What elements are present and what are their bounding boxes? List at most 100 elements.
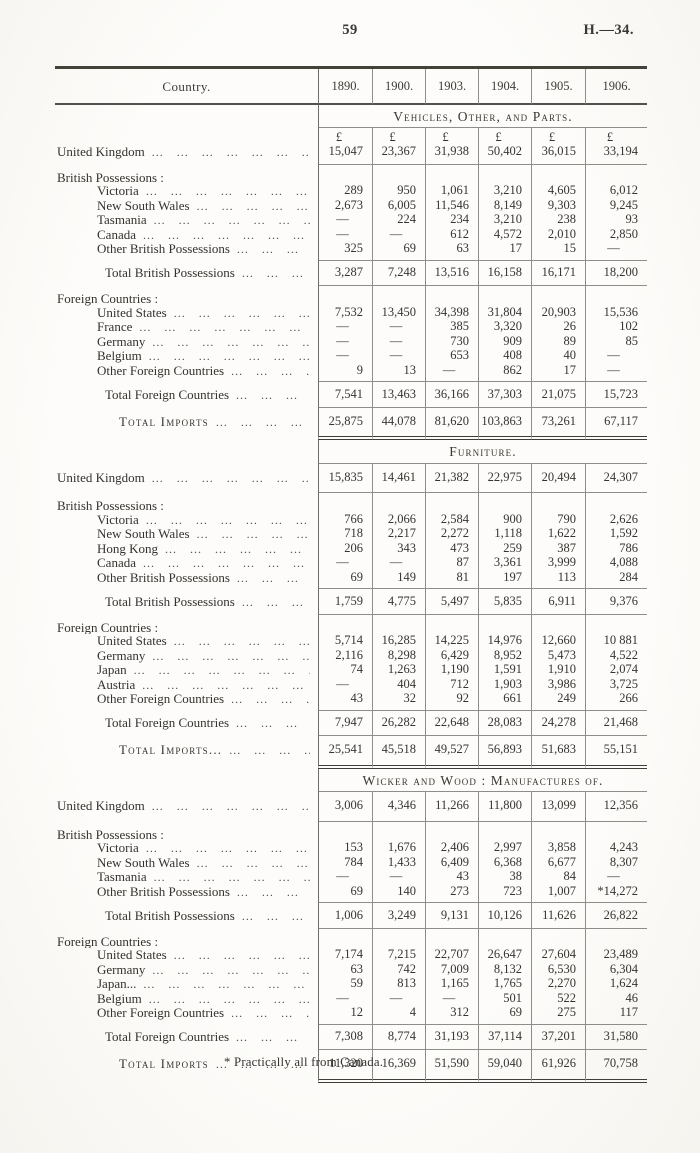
value-cell: 43 [425,869,478,885]
value-cell: 46 [585,991,647,1006]
row-label-text: British Possessions : [57,498,164,513]
row-label: Total Imports ... ... ... ... ... ... ...… [55,1050,318,1083]
leader-dots: ... ... ... ... ... ... ... ... ... ... … [139,321,302,334]
value-cell: 69 [318,570,372,589]
value-cell: 2,066 [372,512,425,527]
row-label: United States ... ... ... ... ... ... ...… [55,948,318,963]
value-cell: 59,040 [478,1050,531,1083]
value-cell: 712 [425,677,478,692]
row-label-text: Other British Possessions [97,884,230,899]
value-cell: 149 [372,570,425,589]
value-cell: 742 [372,962,425,977]
value-cell: — [318,212,372,228]
section-title-spacer [55,105,318,129]
leader-dots: ... ... ... ... ... ... ... ... ... ... … [151,146,310,159]
value-cell: 3,210 [478,183,531,199]
value-cell: 259 [478,541,531,556]
value-cell: 790 [531,512,585,527]
value-cell: 3,986 [531,677,585,692]
row-label-text: Germany [97,648,146,663]
value-text: 31,938 [434,143,469,158]
leader-dots: ... ... ... ... ... ... ... ... ... ... … [142,678,305,692]
value-cell: — [318,319,372,335]
year-column-header: 1906. [585,69,647,105]
value-cell: 37,303 [478,382,531,408]
value-cell: 14,225 [425,633,478,649]
year-column-header: 1903. [425,69,478,105]
value-cell: 730 [425,334,478,349]
empty-cell [425,493,478,513]
row-label-text: Tasmania [97,870,147,884]
section-title: Vehicles, Other, and Parts. [318,104,647,128]
row-label-text: Other British Possessions [97,570,230,585]
value-cell: 18,200 [585,260,647,286]
row-label-text: Germany [97,334,146,349]
empty-cell [425,164,478,184]
empty-cell [478,614,531,634]
value-cell: 6,429 [425,648,478,663]
value-cell: 51,683 [531,736,585,769]
leader-dots: ... ... ... ... ... ... ... ... ... ... … [173,306,310,320]
value-cell: — [318,677,372,692]
empty-cell [478,493,531,513]
value-cell: 900 [478,512,531,527]
value-cell: 61,926 [531,1050,585,1083]
value-cell: 12 [318,1005,372,1025]
value-cell: £23,367 [372,128,425,165]
value-cell: — [585,363,647,382]
leader-dots: ... ... ... ... ... ... ... ... ... ... … [145,513,308,527]
row-label-text: Victoria [97,512,139,527]
row-label-text: Total British Possessions [105,907,235,923]
value-cell: 1,592 [585,526,647,542]
value-cell: 1,903 [478,677,531,692]
empty-cell [531,493,585,513]
leader-dots: ... ... ... ... ... ... ... ... ... ... … [236,388,299,402]
row-label-text: United Kingdom [57,798,145,813]
empty-cell [318,821,372,841]
value-cell: 11,626 [531,903,585,929]
value-cell: 3,210 [478,212,531,228]
empty-cell [531,821,585,841]
value-cell: 6,012 [585,183,647,199]
row-label-text: Victoria [97,184,139,198]
country-column-header: Country. [55,69,318,105]
value-cell: 37,114 [478,1024,531,1050]
value-cell: 34,398 [425,305,478,320]
value-cell: 206 [318,541,372,556]
value-cell: 1,165 [425,976,478,992]
row-label-text: United States [97,948,167,962]
leader-dots: ... ... ... ... ... ... ... ... ... ... … [165,542,303,556]
value-cell: 6,409 [425,855,478,870]
leader-dots: ... ... ... ... ... ... ... ... ... ... … [236,571,299,585]
empty-cell [531,286,585,306]
section-title-spacer [55,440,318,464]
value-cell: — [318,991,372,1006]
value-cell: — [372,555,425,571]
value-cell: — [585,869,647,885]
row-label: British Possessions : [55,822,318,842]
year-column-header: 1904. [478,69,531,105]
row-label: Japan ... ... ... ... ... ... ... ... ...… [55,663,318,678]
value-cell: 44,078 [372,407,425,440]
value-cell: 312 [425,1005,478,1025]
value-cell: — [372,334,425,349]
value-cell: 2,270 [531,976,585,992]
value-cell: 7,248 [372,260,425,286]
value-cell: 3,725 [585,677,647,692]
value-cell: 12,660 [531,633,585,649]
leader-dots: ... ... ... ... ... ... ... ... ... ... … [231,1007,310,1020]
currency-symbol: £ [389,130,396,144]
value-cell: 2,116 [318,648,372,663]
row-label-text: Total Imports [119,1056,209,1071]
value-cell: 56,893 [478,736,531,769]
leader-dots: ... ... ... ... ... ... ... ... ... ... … [241,595,304,609]
empty-cell [478,928,531,948]
value-cell: 238 [531,212,585,228]
value-cell: — [372,348,425,364]
row-label: Foreign Countries : [55,286,318,306]
value-cell: 5,473 [531,648,585,663]
value-cell: 16,158 [478,260,531,286]
value-cell: 784 [318,855,372,870]
leader-dots: ... ... ... ... ... ... ... ... ... ... … [236,243,299,256]
value-cell: 117 [585,1005,647,1025]
